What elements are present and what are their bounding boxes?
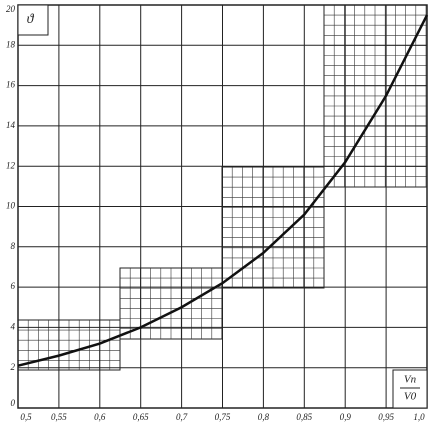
y-tick-label: 14 [6,120,16,130]
x-tick-label: 0,75 [215,412,231,422]
y-tick-label: 18 [6,39,16,49]
line [17,14,429,367]
y-label-box [17,4,49,36]
x-label-denominator: V0 [404,391,417,403]
x-tick-label: 0,6 [94,412,106,422]
x-tick-label: 0,8 [258,412,270,422]
x-tick-label: 0,95 [378,412,394,422]
x-label-numerator: Vп [404,374,417,386]
x-tick-label: 0,5 [20,412,32,422]
x-tick-label: 0,9 [340,412,352,422]
y-tick-label: 10 [6,201,16,211]
y-tick-label: 0 [11,398,16,408]
y-tick-label: 20 [6,4,16,14]
x-tick-label: 0,65 [133,412,149,422]
y-tick-label: 4 [11,321,16,331]
x-label-box [392,369,428,409]
x-tick-label: 0,85 [296,412,312,422]
x-tick-label: 0,7 [176,412,188,422]
y-tick-label: 12 [6,160,16,170]
frame [17,4,428,409]
y-tick-label: 8 [11,241,16,251]
y-tick-label: 2 [11,362,16,372]
y-tick-label: 16 [6,80,16,90]
y-tick-label: 6 [11,281,16,291]
x-tick-label: 1,0 [413,412,425,422]
x-tick-label: 0,55 [51,412,67,422]
y-label: ϑ [27,12,35,27]
